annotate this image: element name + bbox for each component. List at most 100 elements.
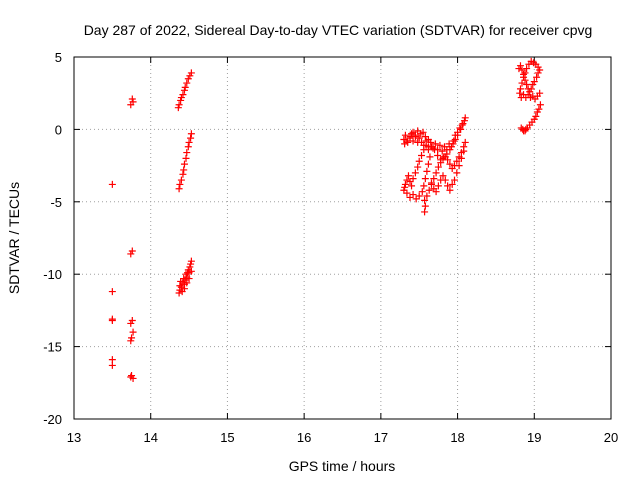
data-point [108,180,116,188]
y-axis-label: SDTVAR / TECUs [6,182,22,294]
data-point [422,141,430,149]
data-point [187,69,195,77]
data-point [127,337,135,345]
data-point [446,146,454,154]
data-point [180,160,188,168]
data-point [403,189,411,197]
data-point [426,153,434,161]
series-arc-14.4-low [175,257,195,297]
data-point [527,85,535,93]
x-tick-label: 13 [67,430,81,445]
data-point [401,140,409,148]
y-tick-label: 5 [55,50,62,65]
data-point [421,133,429,141]
data-point [454,131,462,139]
data-point [421,208,429,216]
data-point [418,151,426,159]
x-axis-label: GPS time / hours [289,458,396,474]
data-point [403,176,411,184]
series-isolated-13.5 [108,180,116,369]
data-point [430,185,438,193]
data-point [522,125,530,133]
x-tick-label: 18 [450,430,464,445]
data-point [459,120,467,128]
data-point [453,157,461,165]
data-point [458,121,466,129]
x-tick-label: 16 [297,430,311,445]
data-point [427,179,435,187]
series-loop-17.5-upper [400,114,469,164]
data-point [414,127,422,135]
data-point [187,130,195,138]
data-point [446,186,454,194]
data-point [520,73,528,81]
data-point [400,136,408,144]
data-point [404,172,412,180]
data-point [446,160,454,168]
data-point [444,182,452,190]
data-point [523,81,531,89]
data-point [406,133,414,141]
data-point [187,267,195,275]
data-point [437,176,445,184]
data-point [127,373,135,381]
data-point [187,134,195,142]
data-point [425,186,433,194]
y-tick-label: 0 [55,122,62,137]
data-point [108,288,116,296]
data-point [457,154,465,162]
data-point [424,146,432,154]
axis-ticks: 13 14 15 16 17 18 19 20 5 0 -5 -10 -15 -20 [43,50,618,445]
data-point [432,169,440,177]
y-tick-label: -5 [50,195,62,210]
data-point [423,167,431,175]
y-tick-label: -10 [43,267,62,282]
data-point [409,137,417,145]
data-point [409,175,417,183]
data-point [177,176,185,184]
data-point [434,151,442,159]
data-point [438,147,446,155]
data-point [401,131,409,139]
x-tick-label: 15 [220,430,234,445]
data-point [436,141,444,149]
data-point [175,101,183,109]
data-point [523,65,531,73]
data-point [461,114,469,122]
data-point [423,192,431,200]
data-point [183,279,191,287]
x-tick-label: 17 [374,430,388,445]
data-point [185,138,193,146]
data-point [406,193,414,201]
data-point [127,250,135,258]
y-tick-label: -20 [43,412,62,427]
data-point [421,196,429,204]
data-point [437,159,445,167]
data-point [183,79,191,87]
data-point [182,154,190,162]
data-point [129,328,137,336]
data-point [448,180,456,188]
data-point [431,140,439,148]
data-point [412,195,420,203]
series-loop-17.5-lower [400,138,469,216]
data-point [521,69,529,77]
data-point [457,125,465,133]
data-point [444,156,452,164]
data-point [415,134,423,142]
data-point [185,275,193,283]
data-point [181,83,189,91]
data-point [460,147,468,155]
series-loop-18.9 [515,57,544,135]
data-point [421,202,429,210]
data-point [408,182,416,190]
data-point [533,73,541,81]
data-point [409,128,417,136]
data-point [449,140,457,148]
x-tick-label: 19 [527,430,541,445]
data-point [535,105,543,113]
data-point [516,62,524,70]
x-tick-label: 14 [143,430,157,445]
data-point [516,85,524,93]
